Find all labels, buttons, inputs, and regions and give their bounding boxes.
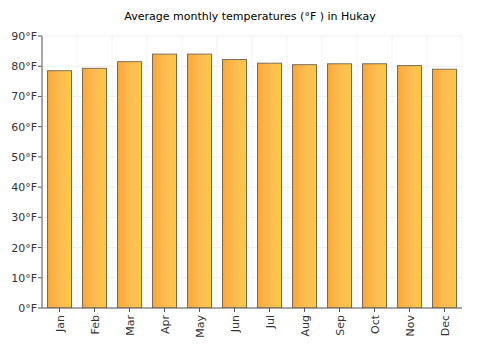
x-tick (234, 308, 235, 312)
bar-highlight (83, 69, 106, 308)
y-tick (38, 247, 42, 248)
bar-highlight (118, 62, 141, 307)
x-tick-label: Nov (404, 315, 417, 337)
x-tick (304, 308, 305, 312)
bar-highlight (188, 55, 211, 308)
grid-line-vertical (357, 36, 358, 308)
bar (293, 65, 317, 308)
y-tick-label: 40°F (11, 181, 37, 194)
bar (188, 54, 212, 308)
y-tick (38, 277, 42, 278)
title: Average monthly temperatures (°F ) in Hu… (124, 10, 376, 23)
y-tick (38, 66, 42, 67)
y-tick (38, 126, 42, 127)
x-tick-label: Jun (229, 315, 242, 333)
y-axis (42, 36, 43, 308)
grid-line-vertical (182, 36, 183, 308)
bar-highlight (328, 64, 351, 307)
y-tick-label: 60°F (11, 121, 37, 134)
y-tick (38, 96, 42, 97)
bars (48, 54, 457, 308)
bar (398, 66, 422, 308)
x-tick (374, 308, 375, 312)
x-tick (444, 308, 445, 312)
bar-highlight (293, 65, 316, 307)
bar (363, 64, 387, 308)
grid-line-vertical (462, 36, 463, 308)
x-tick (269, 308, 270, 312)
bar-highlight (258, 64, 281, 308)
y-tick-label: 80°F (11, 60, 37, 73)
y-tick (38, 36, 42, 37)
bar-highlight (153, 55, 176, 308)
grid-line-vertical (42, 36, 43, 308)
x-tick-label: Jan (54, 315, 67, 333)
y-tick-label: 0°F (18, 302, 37, 315)
grid-line-vertical (147, 36, 148, 308)
bar-highlight (48, 71, 71, 307)
y-tick-label: 50°F (11, 151, 37, 164)
x-tick (129, 308, 130, 312)
y-tick-label: 30°F (11, 211, 37, 224)
grid-line-vertical (112, 36, 113, 308)
bar-highlight (363, 64, 386, 307)
x-axis (42, 308, 462, 309)
y-tick (38, 308, 42, 309)
x-tick-label: Sep (334, 315, 347, 336)
y-tick (38, 156, 42, 157)
grid-line-vertical (217, 36, 218, 308)
y-tick-label: 10°F (11, 272, 37, 285)
x-tick (199, 308, 200, 312)
x-tick (409, 308, 410, 312)
y-tick (38, 187, 42, 188)
x-tick (59, 308, 60, 312)
grid-line-vertical (77, 36, 78, 308)
grid-line-vertical (252, 36, 253, 308)
grid-line (42, 308, 462, 309)
x-tick-label: Jul (264, 315, 277, 329)
bar (433, 69, 457, 308)
x-tick-label: May (194, 315, 207, 338)
x-tick-label: Aug (299, 315, 312, 336)
y-tick (38, 217, 42, 218)
y-tick-label: 70°F (11, 90, 37, 103)
grid-line-vertical (392, 36, 393, 308)
bar (83, 68, 107, 308)
x-tick (94, 308, 95, 312)
grid-line-vertical (427, 36, 428, 308)
x-tick-label: Apr (159, 315, 172, 335)
bar-highlight (398, 66, 421, 307)
bar (258, 63, 282, 308)
bar (48, 71, 72, 308)
x-tick-label: Oct (369, 314, 382, 334)
x-tick (164, 308, 165, 312)
bar (328, 64, 352, 308)
x-tick (339, 308, 340, 312)
grid-line-vertical (287, 36, 288, 308)
x-tick-label: Feb (89, 315, 102, 334)
bar (223, 60, 247, 308)
bar-highlight (433, 70, 456, 308)
grid-line-vertical (322, 36, 323, 308)
x-tick-label: Mar (124, 315, 137, 336)
chart: Average monthly temperatures (°F ) in Hu… (0, 0, 500, 350)
y-tick-label: 90°F (11, 30, 37, 43)
bar (153, 54, 177, 308)
bar-highlight (223, 60, 246, 307)
bar (118, 62, 142, 308)
x-tick-label: Dec (439, 315, 452, 336)
y-tick-label: 20°F (11, 242, 37, 255)
